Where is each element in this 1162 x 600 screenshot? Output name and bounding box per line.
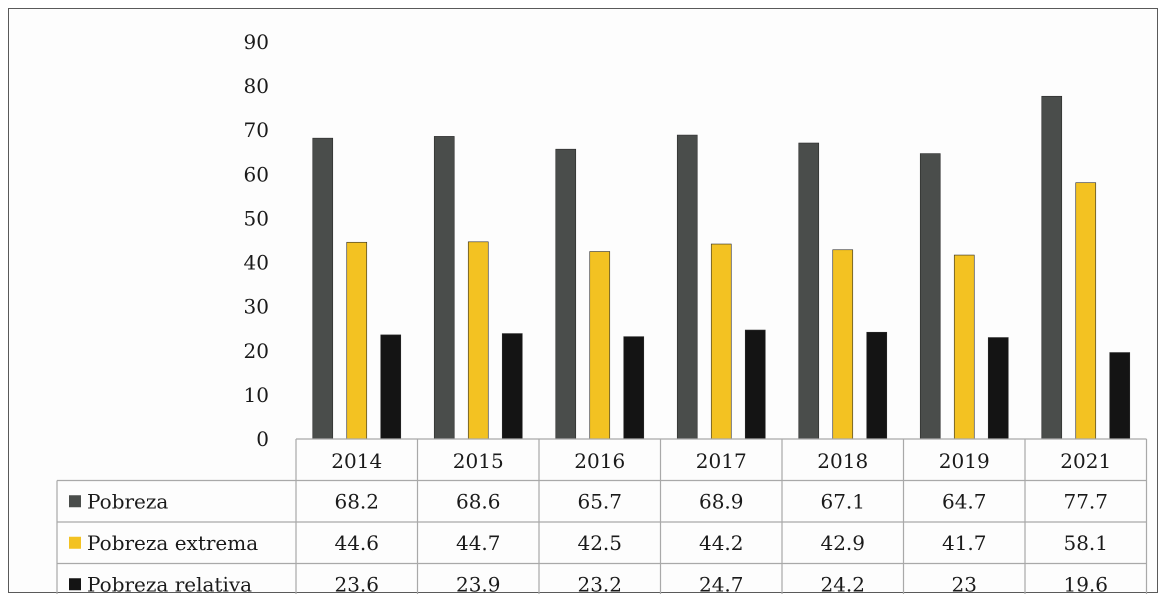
bar xyxy=(380,334,402,440)
data-label: 68.6 xyxy=(456,489,501,513)
data-label: 23 xyxy=(952,572,977,594)
data-label: 19.6 xyxy=(1063,572,1108,594)
legend-label: Pobreza relativa xyxy=(87,572,252,594)
data-label: 44.6 xyxy=(334,531,379,555)
x-tick-label: 2019 xyxy=(939,449,990,473)
data-label: 23.9 xyxy=(456,572,501,594)
data-label: 77.7 xyxy=(1063,489,1108,513)
data-label: 65.7 xyxy=(577,489,622,513)
data-label: 58.1 xyxy=(1063,531,1108,555)
x-tick-label: 2018 xyxy=(817,449,868,473)
data-label: 67.1 xyxy=(820,489,865,513)
data-label: 42.9 xyxy=(820,531,865,555)
y-tick-label: 80 xyxy=(244,74,269,98)
bar xyxy=(589,251,611,440)
bar xyxy=(953,254,975,440)
data-label: 23.2 xyxy=(577,572,622,594)
y-tick-label: 50 xyxy=(244,206,269,230)
bar xyxy=(1075,182,1097,440)
data-label: 24.2 xyxy=(820,572,865,594)
bar xyxy=(623,336,645,440)
bar xyxy=(866,331,888,440)
x-tick-label: 2017 xyxy=(696,449,747,473)
bar xyxy=(555,148,577,440)
legend-swatch xyxy=(69,578,81,591)
bar xyxy=(1109,352,1131,440)
legend-label: Pobreza xyxy=(87,489,168,513)
bar xyxy=(798,142,820,440)
bar xyxy=(832,249,854,440)
y-tick-label: 20 xyxy=(244,339,269,363)
data-label: 44.2 xyxy=(699,531,744,555)
y-tick-label: 70 xyxy=(244,118,269,142)
x-tick-label: 2016 xyxy=(574,449,625,473)
y-tick-label: 30 xyxy=(244,295,269,319)
chart-frame: 0 10 20 30 40 50 60 70 80 90 2014 2015 2016 2017 2018 2… xyxy=(8,8,1158,594)
bar xyxy=(710,243,732,440)
y-tick-label: 0 xyxy=(256,427,269,451)
x-tick-label: 2021 xyxy=(1060,449,1111,473)
bar xyxy=(987,337,1009,440)
data-label: 23.6 xyxy=(334,572,379,594)
bar xyxy=(433,136,455,440)
legend-swatch xyxy=(69,495,81,508)
data-label: 44.7 xyxy=(456,531,501,555)
data-label: 41.7 xyxy=(942,531,987,555)
x-tick-label: 2015 xyxy=(453,449,504,473)
y-tick-label: 40 xyxy=(244,251,269,275)
legend-swatch xyxy=(69,536,81,549)
data-label: 68.2 xyxy=(334,489,379,513)
legend-label: Pobreza extrema xyxy=(87,531,258,555)
data-label: 64.7 xyxy=(942,489,987,513)
bar-chart: 0 10 20 30 40 50 60 70 80 90 2014 2015 2016 2017 2018 2… xyxy=(56,30,1148,594)
data-label: 24.7 xyxy=(699,572,744,594)
bar xyxy=(676,134,698,440)
bar xyxy=(312,137,334,440)
bar xyxy=(346,241,368,440)
data-label: 68.9 xyxy=(699,489,744,513)
data-label: 42.5 xyxy=(577,531,622,555)
y-tick-label: 10 xyxy=(244,383,269,407)
bar xyxy=(744,329,766,440)
y-tick-label: 60 xyxy=(244,162,269,186)
x-tick-label: 2014 xyxy=(331,449,382,473)
bar xyxy=(919,153,941,440)
bar xyxy=(1041,95,1063,440)
y-tick-label: 90 xyxy=(244,30,269,54)
bar xyxy=(501,333,523,440)
bar xyxy=(467,241,489,440)
